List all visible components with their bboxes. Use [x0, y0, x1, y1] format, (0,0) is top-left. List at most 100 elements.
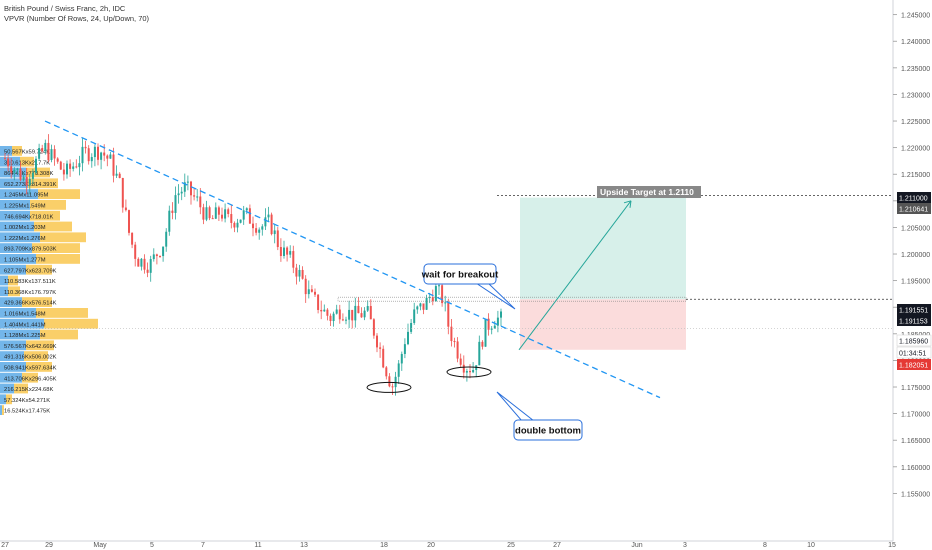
vp-up-bar: [0, 405, 2, 415]
price-tag: 1.210641: [897, 203, 931, 214]
stop-zone: [520, 299, 686, 350]
vp-up-bar: [0, 383, 14, 394]
candle-body: [298, 269, 301, 277]
candle-series: [4, 134, 502, 396]
candle-body: [174, 195, 177, 213]
vp-label: 216.215Kx224.68K: [4, 387, 53, 393]
candle-body: [72, 166, 75, 169]
candle-body: [214, 207, 217, 219]
candle-body: [155, 254, 158, 256]
projection-arrowhead: [623, 200, 632, 208]
vp-label: 57.324Kx54.271K: [4, 398, 50, 404]
time-tick-label: 10: [807, 542, 815, 549]
candle-body: [152, 254, 155, 260]
vp-label: 1.016Mx1.548M: [4, 312, 46, 318]
vp-up-bar: [0, 178, 28, 189]
time-tick-label: 27: [1, 542, 9, 549]
candle-body: [224, 209, 227, 219]
price-tag: 1.211000: [897, 192, 931, 203]
drawing-lines: [0, 120, 893, 399]
candle-body: [385, 367, 388, 377]
vp-label: 50.567Kx59.724K: [4, 150, 50, 156]
candle-body: [13, 169, 16, 173]
candle-body: [239, 219, 242, 223]
price-tag-bg: [897, 203, 931, 214]
candle-body: [90, 157, 93, 162]
candle-body: [317, 294, 320, 310]
vp-label: 508.941Kx597.634K: [4, 366, 57, 372]
candle-body: [4, 158, 6, 160]
vp-up-bar: [0, 167, 26, 178]
vp-up-bar: [0, 200, 30, 210]
candle-body: [348, 309, 351, 320]
vp-label: 1.105Mx1.277M: [4, 258, 46, 264]
vp-label: 1.222Mx1.276M: [4, 236, 46, 242]
time-axis[interactable]: 27 29 May 5 7 11 13 18 20 25 27 Jun 3 8 10 15: [0, 540, 896, 549]
candle-body: [431, 297, 434, 302]
price-tick-label: 1.175000: [901, 385, 930, 392]
candle-body: [453, 341, 456, 343]
position-zones: [520, 197, 686, 350]
vp-up-bar: [0, 372, 22, 383]
symbol-title: British Pound / Swiss Franc, 2h, IDC: [4, 4, 126, 13]
candle-body: [345, 319, 347, 321]
candle-body: [56, 158, 59, 162]
candle-body: [351, 309, 354, 321]
vp-down-bar: [30, 210, 60, 221]
candle-body: [419, 303, 422, 307]
candle-body: [388, 376, 391, 387]
price-tag-bg: [897, 315, 931, 326]
price-tick-label: 1.225000: [901, 119, 930, 126]
price-tag: 01:34:51: [896, 346, 932, 359]
vp-up-bar: [0, 362, 26, 372]
candle-body: [450, 326, 453, 342]
candle-body: [149, 259, 152, 273]
candle-body: [143, 258, 146, 270]
candle-body: [112, 154, 115, 176]
price-tick-label: 1.220000: [901, 146, 930, 153]
candle-body: [357, 305, 360, 314]
vp-down-bar: [30, 200, 66, 210]
candle-body: [264, 217, 267, 227]
price-tag-bg: [896, 334, 932, 347]
candle-body: [338, 309, 341, 320]
candle-body: [394, 376, 397, 388]
vp-up-bar: [0, 210, 30, 221]
price-tag-label: 1.185960: [899, 339, 928, 346]
candle-body: [270, 214, 273, 235]
vp-down-bar: [20, 156, 34, 167]
candle-body: [252, 223, 254, 229]
candle-body: [47, 142, 50, 160]
vp-label: 429.366Kx576.514K: [4, 301, 57, 307]
vp-label: 1.245Mx11.095M: [4, 193, 49, 199]
candle-body: [496, 317, 499, 326]
time-tick-label: 27: [553, 542, 561, 549]
candle-body: [217, 207, 220, 215]
candle-body: [279, 247, 282, 257]
candle-body: [323, 309, 326, 312]
candle-body: [109, 154, 112, 159]
candle-body: [165, 231, 168, 247]
vp-label: 491.316Kx506.002K: [4, 355, 57, 361]
vp-label: 110.583Kx137.511K: [4, 279, 56, 285]
candle-body: [372, 319, 375, 336]
price-tag-label: 1.191153: [899, 319, 928, 326]
double-bottom-callout-tail: [496, 391, 536, 422]
candle-body: [10, 166, 13, 173]
price-axis[interactable]: 1.245000 1.240000 1.235000 1.230000 1.225000…: [892, 0, 932, 541]
candle-body: [397, 363, 400, 377]
candle-body: [400, 353, 403, 364]
vp-down-bar: [40, 232, 86, 243]
price-tag-label: 01:34:51: [899, 351, 926, 358]
candle-body: [273, 230, 276, 235]
vp-down-bar: [6, 394, 12, 405]
candle-body: [137, 258, 140, 267]
candle-body: [115, 173, 118, 176]
target-label-bg: [597, 186, 701, 198]
candle-body: [59, 161, 62, 170]
vp-up-bar: [0, 189, 38, 199]
vp-down-bar: [8, 286, 20, 297]
breakout-callout: wait for breakout: [421, 263, 516, 310]
candle-body: [180, 191, 183, 194]
